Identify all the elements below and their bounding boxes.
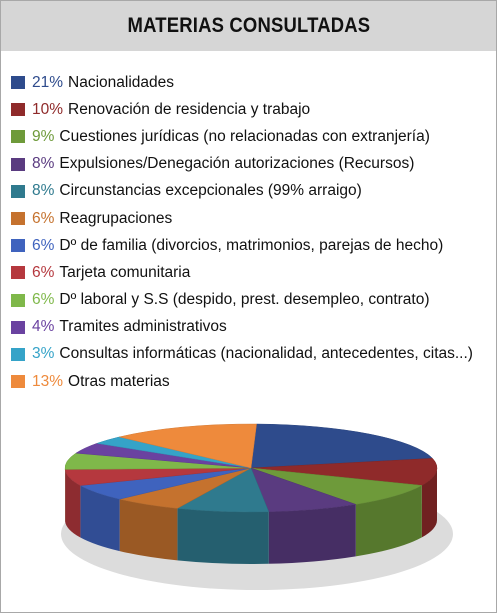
- pie-slice-side: [119, 499, 178, 561]
- legend-item: 13% Otras materias: [11, 368, 473, 395]
- legend: 21% Nacionalidades 10% Renovación de reside…: [11, 69, 473, 395]
- pie-slice: [250, 458, 438, 486]
- legend-item: 6% Tarjeta comunitaria: [11, 259, 473, 286]
- legend-percent: 6%: [32, 236, 55, 254]
- legend-swatch: [11, 266, 25, 280]
- legend-text: 6% Tarjeta comunitaria: [32, 264, 190, 282]
- legend-label: Circunstancias excepcionales (99% arraig…: [59, 182, 362, 200]
- legend-item: 6% Dº laboral y S.S (despido, prest. dese…: [11, 287, 473, 314]
- legend-swatch: [11, 130, 25, 144]
- legend-label: Dº de familia (divorcios, matrimonios, p…: [59, 236, 444, 254]
- legend-text: 6% Reagrupaciones: [32, 210, 172, 228]
- chart-title: MATERIAS CONSULTADAS: [127, 14, 370, 37]
- pie-slice: [250, 423, 434, 469]
- legend-swatch: [11, 293, 25, 307]
- legend-swatch: [11, 184, 25, 198]
- legend-label: Tramites administrativos: [59, 318, 227, 336]
- legend-item: 8% Circunstancias excepcionales (99% arra…: [11, 178, 473, 205]
- legend-item: 6% Dº de familia (divorcios, matrimonios,…: [11, 232, 473, 259]
- legend-percent: 8%: [32, 155, 55, 173]
- legend-percent: 6%: [32, 209, 55, 227]
- pie-slice: [250, 467, 356, 513]
- pie-top: [64, 423, 438, 513]
- legend-swatch: [11, 239, 25, 253]
- legend-swatch: [11, 76, 25, 90]
- legend-percent: 4%: [32, 318, 55, 336]
- legend-item: 21% Nacionalidades: [11, 69, 473, 96]
- legend-text: 9% Cuestiones jurídicas (no relacionadas …: [32, 128, 430, 146]
- pie-slice: [119, 423, 257, 469]
- legend-swatch: [11, 347, 25, 361]
- legend-item: 3% Consultas informáticas (nacionalidad, …: [11, 341, 473, 368]
- pie-sides: [65, 468, 437, 564]
- pie-slice-side: [80, 485, 120, 552]
- legend-swatch: [11, 157, 25, 171]
- legend-percent: 8%: [32, 182, 55, 200]
- legend-swatch: [11, 375, 25, 389]
- legend-text: 13% Otras materias: [32, 373, 170, 391]
- pie-slice-side: [177, 508, 269, 564]
- legend-label: Expulsiones/Denegación autorizaciones (R…: [59, 155, 415, 173]
- legend-swatch: [11, 103, 25, 117]
- legend-label: Cuestiones jurídicas (no relacionadas co…: [59, 127, 430, 145]
- legend-text: 8% Expulsiones/Denegación autorizaciones …: [32, 155, 414, 173]
- legend-item: 4% Tramites administrativos: [11, 314, 473, 341]
- pie-chart: [61, 423, 453, 590]
- legend-percent: 13%: [32, 372, 64, 390]
- legend-percent: 10%: [32, 100, 64, 118]
- legend-percent: 6%: [32, 263, 55, 281]
- legend-swatch: [11, 212, 25, 226]
- legend-text: 21% Nacionalidades: [32, 74, 174, 92]
- legend-swatch: [11, 320, 25, 334]
- legend-text: 4% Tramites administrativos: [32, 318, 227, 336]
- legend-label: Nacionalidades: [68, 73, 175, 91]
- legend-label: Dº laboral y S.S (despido, prest. desemp…: [59, 291, 430, 309]
- legend-percent: 9%: [32, 127, 55, 145]
- legend-text: 6% Dº de familia (divorcios, matrimonios,…: [32, 237, 443, 255]
- pie-slice: [176, 467, 270, 513]
- legend-item: 9% Cuestiones jurídicas (no relacionadas …: [11, 123, 473, 150]
- legend-percent: 21%: [32, 73, 64, 91]
- pie-slice-side: [355, 485, 422, 557]
- pie-slice-side: [268, 504, 356, 564]
- legend-text: 8% Circunstancias excepcionales (99% arra…: [32, 182, 362, 200]
- legend-item: 6% Reagrupaciones: [11, 205, 473, 232]
- pie-slice: [250, 467, 423, 505]
- title-bar: MATERIAS CONSULTADAS: [1, 1, 496, 51]
- pie-slice-side: [65, 469, 81, 538]
- legend-text: 6% Dº laboral y S.S (despido, prest. dese…: [32, 291, 430, 309]
- legend-label: Consultas informáticas (nacionalidad, an…: [59, 345, 473, 363]
- legend-percent: 6%: [32, 291, 55, 309]
- legend-label: Reagrupaciones: [59, 209, 173, 227]
- pie-slice-side: [421, 468, 437, 538]
- legend-percent: 3%: [32, 345, 55, 363]
- legend-text: 3% Consultas informáticas (nacionalidad, …: [32, 345, 473, 363]
- legend-label: Otras materias: [68, 372, 170, 390]
- legend-item: 8% Expulsiones/Denegación autorizaciones …: [11, 151, 473, 178]
- legend-item: 10% Renovación de residencia y trabajo: [11, 96, 473, 123]
- legend-label: Tarjeta comunitaria: [59, 263, 191, 281]
- legend-label: Renovación de residencia y trabajo: [68, 100, 311, 118]
- legend-text: 10% Renovación de residencia y trabajo: [32, 101, 310, 119]
